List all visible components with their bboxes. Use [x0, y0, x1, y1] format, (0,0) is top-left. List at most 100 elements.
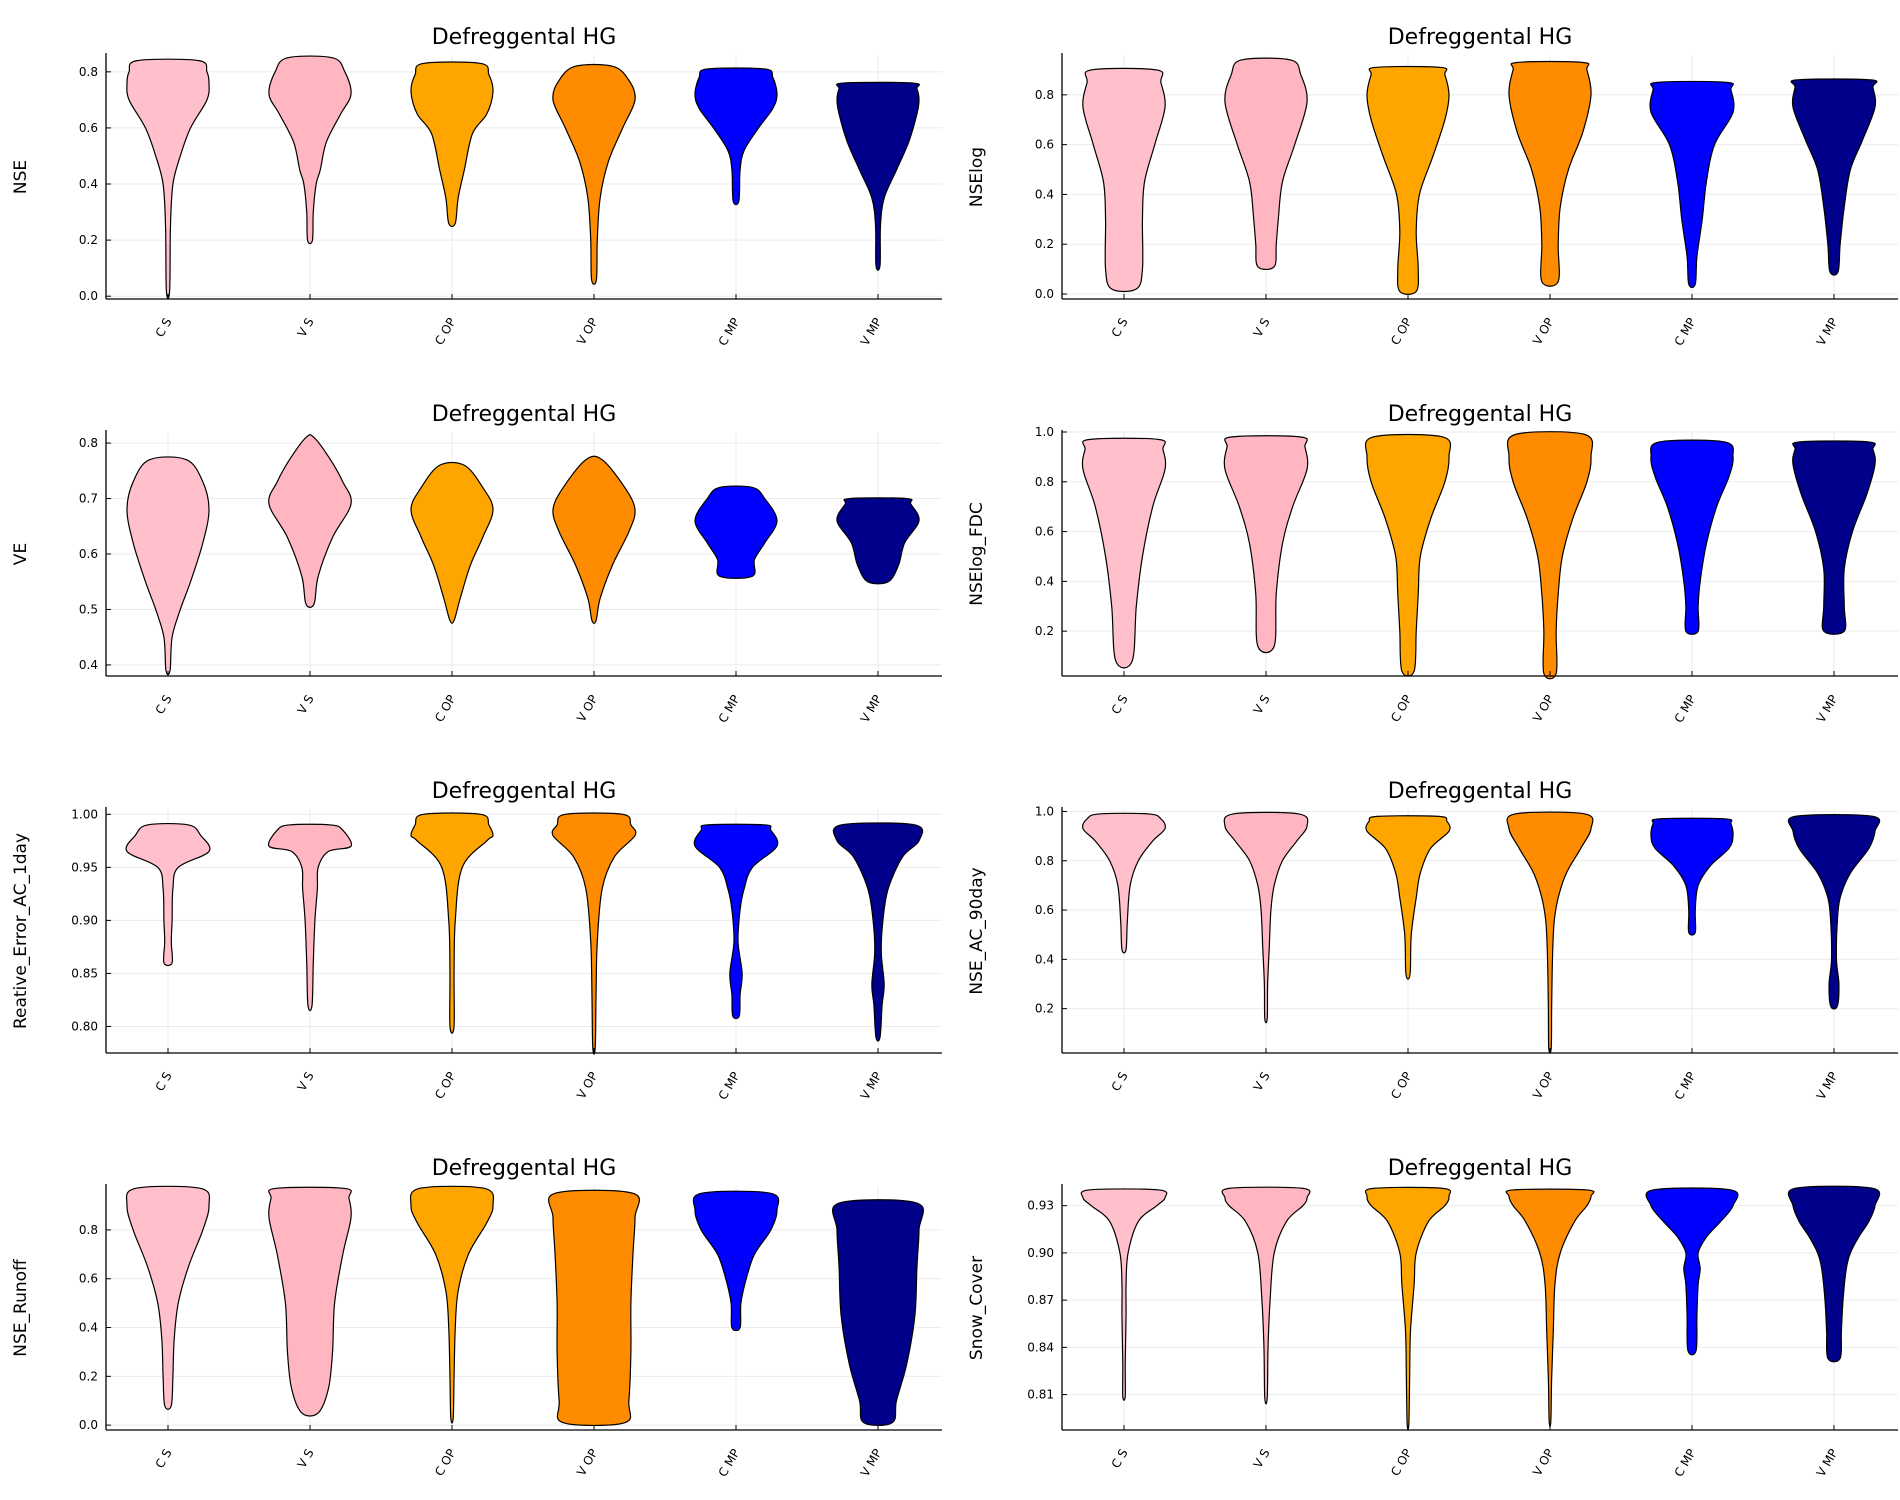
- violin-c-s: [125, 822, 211, 967]
- violin-v-op: [1506, 431, 1594, 680]
- y-tick-label: 0.84: [1027, 1340, 1054, 1354]
- x-tick-label: V MP: [858, 1070, 885, 1103]
- x-tick-label: C MP: [1672, 1070, 1699, 1103]
- y-tick-label: 0.6: [1035, 138, 1054, 152]
- x-tick-label: C S: [153, 316, 175, 340]
- x-tick-label: V MP: [1814, 1070, 1841, 1103]
- violin-c-op: [1366, 65, 1450, 295]
- y-tick-label: 0.4: [79, 658, 98, 672]
- violin-v-op: [551, 812, 637, 1055]
- x-tick-label: V MP: [1814, 316, 1841, 349]
- y-tick-label: 0.90: [71, 913, 98, 927]
- x-tick-label: V OP: [1530, 693, 1556, 725]
- y-tick-label: 0.2: [1035, 624, 1054, 638]
- chart-panel: Defreggental HG Reative_Error_AC_1day 0.80…: [11, 779, 942, 1102]
- y-axis-label: Snow_Cover: [967, 1256, 987, 1360]
- x-tick-label: V S: [1251, 1447, 1273, 1471]
- chart-title: Defreggental HG: [432, 779, 617, 804]
- violin-c-op: [410, 461, 494, 624]
- y-axis-label: NSE: [11, 160, 31, 194]
- violin-v-mp: [1790, 78, 1878, 276]
- y-axis-label: NSE_AC_90day: [967, 867, 987, 994]
- x-tick-label: V S: [1251, 1070, 1273, 1094]
- y-tick-label: 0.6: [1035, 525, 1054, 539]
- x-tick-label: C OP: [1388, 1070, 1415, 1102]
- violin-v-op: [1506, 811, 1594, 1054]
- violin-c-op: [410, 61, 494, 228]
- violin-c-op: [1364, 433, 1452, 677]
- y-tick-label: 0.8: [1035, 88, 1054, 102]
- chart-panel: Defreggental HG NSE 0.0 0.2 0.4 0.6 0.8 C S V S C…: [11, 25, 942, 348]
- x-tick-label: V OP: [574, 693, 600, 725]
- x-tick-label: C OP: [1388, 1447, 1415, 1479]
- y-tick-label: 0.8: [1035, 475, 1054, 489]
- x-tick-label: C MP: [1672, 1447, 1699, 1480]
- x-tick-label: C MP: [716, 1447, 743, 1480]
- y-tick-label: 0.2: [1035, 237, 1054, 251]
- y-tick-label: 0.4: [1035, 574, 1054, 588]
- x-tick-label: V OP: [574, 1070, 600, 1102]
- chart-panel: Defreggental HG VE 0.4 0.5 0.6 0.7 0.8 C S V S C …: [11, 402, 942, 725]
- x-tick-label: C S: [153, 1447, 175, 1471]
- x-tick-label: V S: [1251, 316, 1273, 340]
- x-tick-label: V OP: [1530, 1070, 1556, 1102]
- y-tick-label: 0.93: [1027, 1199, 1054, 1213]
- violin-c-s: [126, 58, 210, 300]
- y-axis-label: NSElog: [967, 147, 987, 207]
- y-tick-label: 0.6: [79, 547, 98, 561]
- x-tick-label: V S: [295, 693, 317, 717]
- violin-c-op: [409, 1185, 495, 1424]
- y-tick-label: 0.90: [1027, 1246, 1054, 1260]
- x-tick-label: V S: [295, 1447, 317, 1471]
- x-tick-label: C S: [153, 693, 175, 717]
- x-tick-label: V S: [295, 1070, 317, 1094]
- violin-v-s: [268, 434, 352, 608]
- chart-panel: Defreggental HG NSElog 0.0 0.2 0.4 0.6 0.8 C S V…: [967, 25, 1898, 348]
- chart-panel: Defreggental HG NSElog_FDC 0.2 0.4 0.6 0.8 1.0…: [967, 402, 1898, 725]
- chart-panel: Defreggental HG Snow_Cover 0.81 0.84 0.87 0.9…: [967, 1156, 1898, 1479]
- y-axis-label: NSE_Runoff: [11, 1258, 31, 1357]
- violin-v-mp: [1787, 813, 1881, 1010]
- y-tick-label: 0.4: [79, 1321, 98, 1335]
- x-tick-label: C MP: [1672, 693, 1699, 726]
- violin-c-s: [1081, 437, 1167, 669]
- violin-c-mp: [693, 823, 779, 1020]
- y-tick-label: 1.00: [71, 807, 98, 821]
- violin-v-mp: [836, 497, 920, 585]
- x-tick-label: C S: [1109, 1070, 1131, 1094]
- violin-c-mp: [1650, 439, 1734, 635]
- violin-c-mp: [694, 485, 778, 579]
- violin-v-op: [547, 1189, 641, 1427]
- x-tick-label: V S: [1251, 693, 1273, 717]
- chart-panel: Defreggental HG NSE_Runoff 0.0 0.2 0.4 0.6 0.8…: [11, 1156, 942, 1479]
- x-tick-label: V MP: [858, 316, 885, 349]
- x-tick-label: V OP: [574, 1447, 600, 1479]
- y-tick-label: 0.8: [79, 436, 98, 450]
- x-tick-label: C MP: [716, 1070, 743, 1103]
- violin-v-op: [552, 455, 636, 624]
- chart-title: Defreggental HG: [1388, 25, 1573, 50]
- x-tick-label: C S: [1109, 316, 1131, 340]
- x-tick-label: C MP: [1672, 316, 1699, 349]
- y-tick-label: 0.8: [79, 65, 98, 79]
- violin-v-op: [552, 63, 636, 285]
- y-axis-label: VE: [11, 543, 31, 565]
- chart-title: Defreggental HG: [1388, 779, 1573, 804]
- y-tick-label: 0.5: [79, 602, 98, 616]
- y-tick-label: 0.0: [79, 1418, 98, 1432]
- y-tick-label: 0.4: [79, 177, 98, 191]
- y-tick-label: 0.2: [79, 233, 98, 247]
- violin-v-s: [268, 55, 352, 245]
- violin-v-s: [268, 1186, 352, 1417]
- violin-c-mp: [1649, 80, 1735, 289]
- violin-v-op: [1505, 1188, 1595, 1428]
- y-tick-label: 0.95: [71, 860, 98, 874]
- y-tick-label: 0.85: [71, 966, 98, 980]
- violin-v-s: [267, 823, 353, 1012]
- x-tick-label: C OP: [432, 316, 459, 348]
- chart-title: Defreggental HG: [1388, 402, 1573, 427]
- x-tick-label: C S: [1109, 693, 1131, 717]
- violin-v-mp: [1792, 440, 1876, 635]
- x-tick-label: V OP: [1530, 316, 1556, 348]
